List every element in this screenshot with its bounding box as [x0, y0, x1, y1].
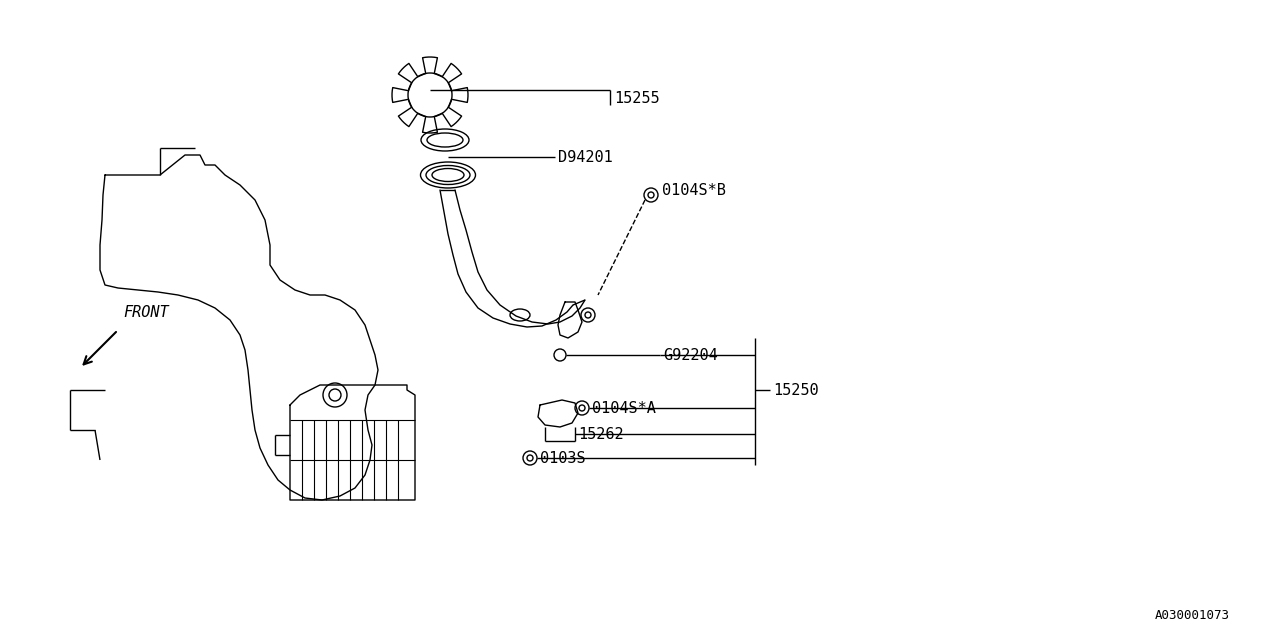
Text: 15255: 15255: [614, 90, 659, 106]
Text: 15250: 15250: [773, 383, 819, 397]
Text: 0103S: 0103S: [540, 451, 586, 465]
Text: FRONT: FRONT: [123, 305, 169, 320]
Text: D94201: D94201: [558, 150, 613, 164]
Text: 15262: 15262: [579, 426, 623, 442]
Text: A030001073: A030001073: [1155, 609, 1230, 622]
Text: G92204: G92204: [663, 348, 718, 362]
Text: 0104S*B: 0104S*B: [662, 182, 726, 198]
Text: 0104S*A: 0104S*A: [591, 401, 655, 415]
